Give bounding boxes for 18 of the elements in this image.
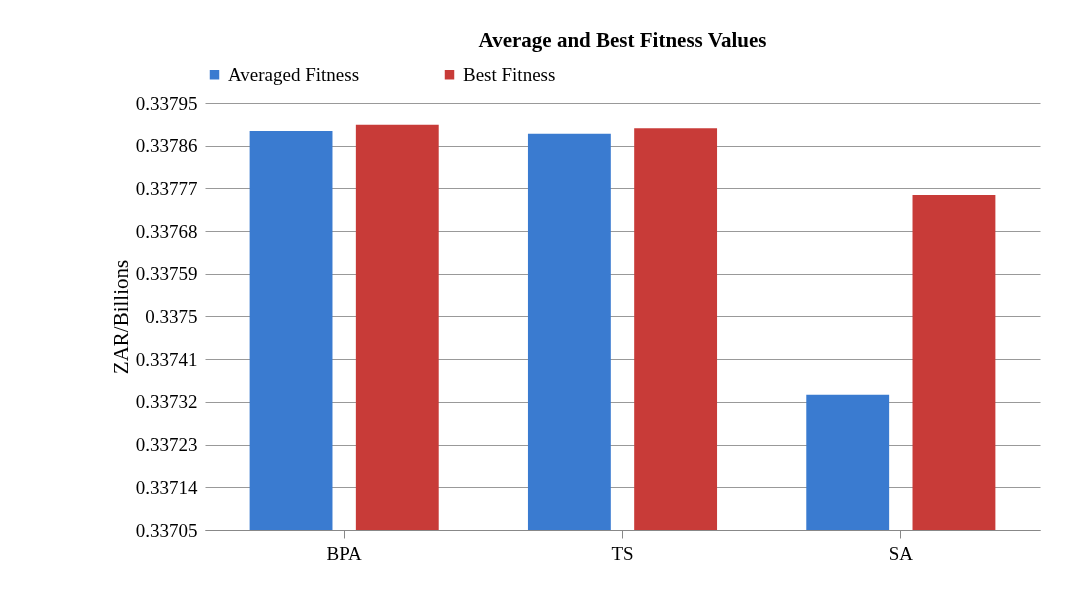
y-tick-label: 0.33768 [135,220,198,242]
y-tick-label: 0.33732 [135,391,198,413]
y-axis-title: ZAR/Billions [108,259,133,375]
y-tick-label: 0.33786 [135,135,198,157]
y-tick-label: 0.33795 [135,92,198,114]
legend-label: Best Fitness [463,63,556,85]
y-tick-label: 0.33741 [135,348,198,370]
x-tick-label: BPA [326,542,363,564]
y-tick-label: 0.33777 [135,177,198,199]
x-tick-label: SA [888,542,914,564]
y-tick-label: 0.33759 [135,263,198,285]
y-tick-label: 0.33714 [135,476,198,498]
y-tick-label: 0.33723 [135,434,198,456]
x-tick-label: TS [611,542,634,564]
legend-label: Averaged Fitness [228,63,360,85]
y-tick-label: 0.33705 [135,519,198,541]
y-tick-label: 0.3375 [145,306,198,327]
chart-title: Average and Best Fitness Values [478,28,767,52]
